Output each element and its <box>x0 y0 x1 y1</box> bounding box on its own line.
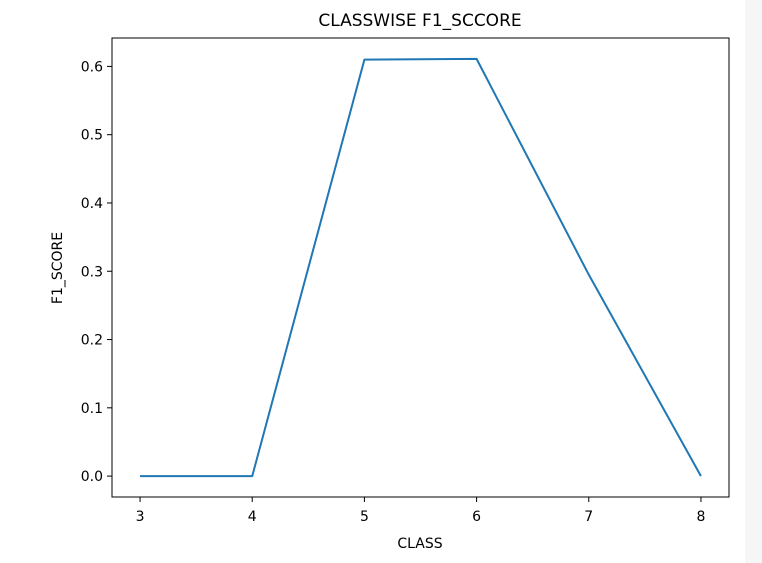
x-tick-label: 7 <box>584 509 593 525</box>
y-tick-label: 0.4 <box>81 196 103 212</box>
x-tick-label: 3 <box>136 509 145 525</box>
x-tick-label: 4 <box>248 509 257 525</box>
series-line <box>140 57 702 478</box>
chart-title: CLASSWISE F1_SCCORE <box>318 11 521 31</box>
x-axis: 3 4 5 6 7 8 <box>136 497 705 525</box>
plot-area-frame <box>111 37 730 498</box>
x-tick-label: 6 <box>472 509 481 525</box>
x-tick-label: 8 <box>696 509 705 525</box>
y-axis-label: F1_SCORE <box>50 232 66 304</box>
x-tick-label: 5 <box>360 509 369 525</box>
y-tick-label: 0.2 <box>81 333 103 349</box>
y-tick-label: 0.5 <box>81 128 103 144</box>
y-tick-label: 0.0 <box>81 469 103 485</box>
y-axis: 0.0 0.1 0.2 0.3 0.4 0.5 0.6 <box>81 59 112 485</box>
y-tick-label: 0.6 <box>81 59 103 75</box>
x-axis-label: CLASS <box>397 536 442 552</box>
side-strip <box>745 0 762 563</box>
y-tick-label: 0.1 <box>81 401 103 417</box>
y-tick-label: 0.3 <box>81 264 103 280</box>
